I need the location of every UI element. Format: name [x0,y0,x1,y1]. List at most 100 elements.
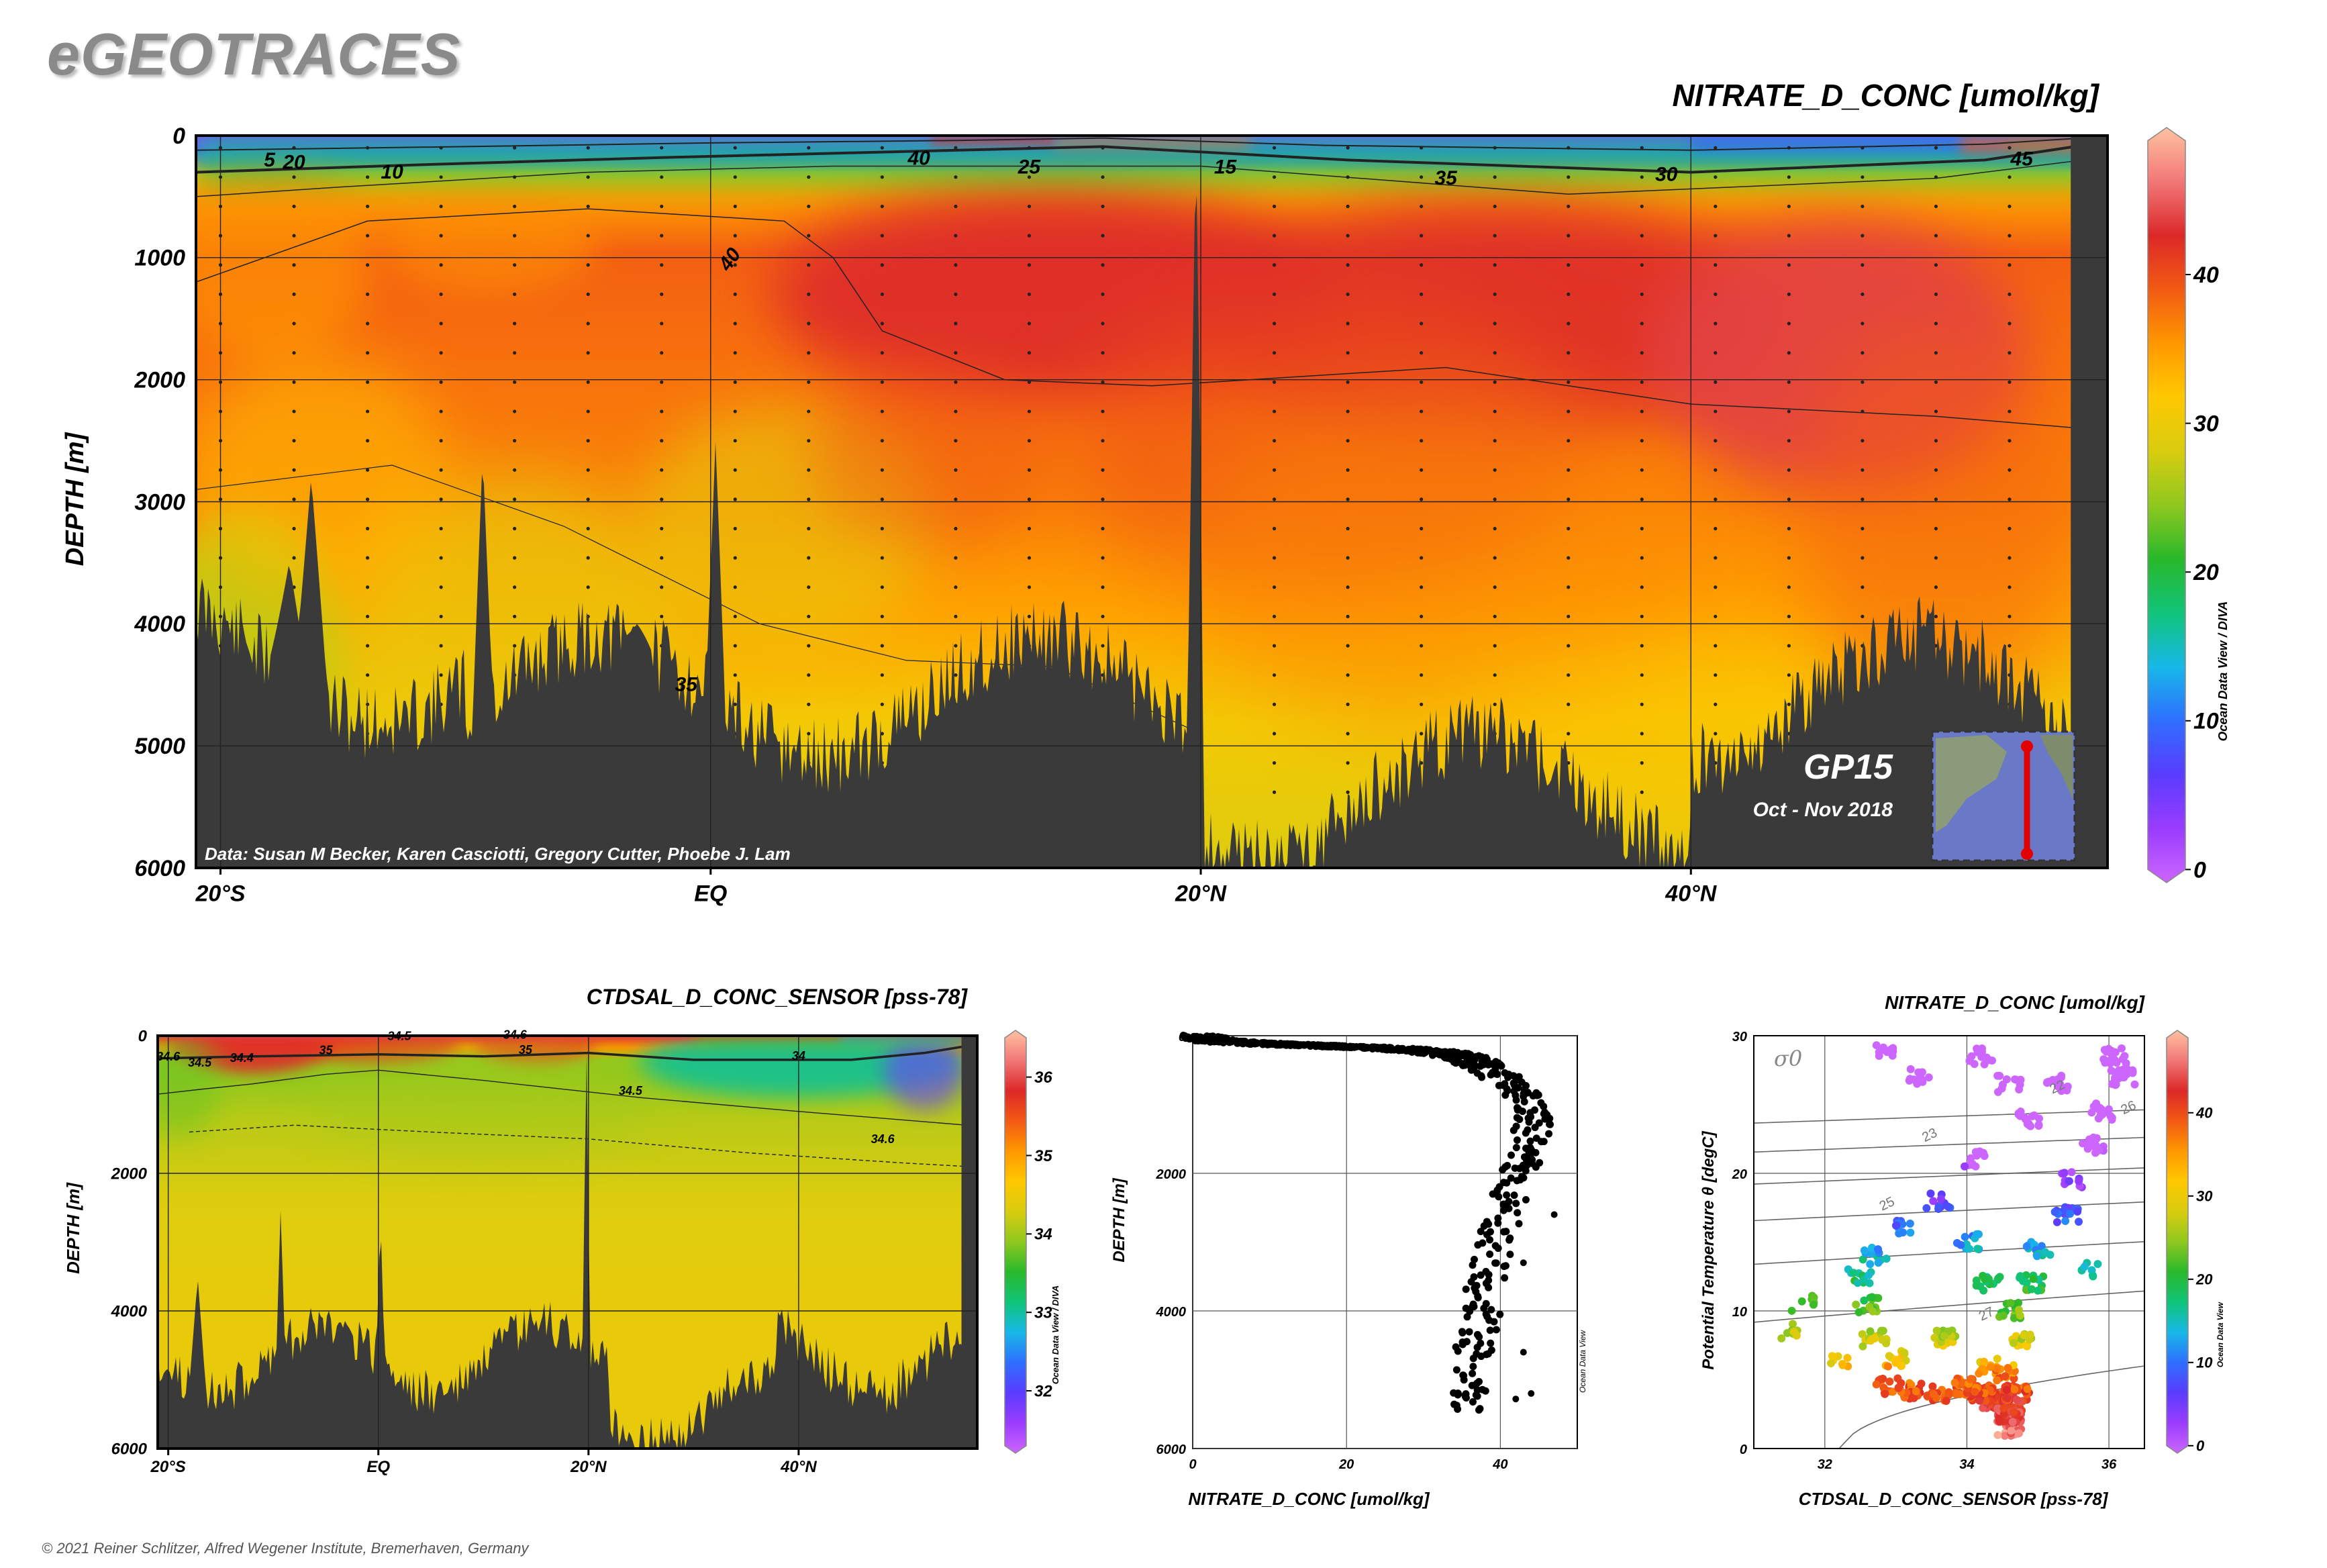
main-sample-dot [880,702,884,706]
profile-point [1383,1046,1391,1054]
ts-y-axis-label: Potential Temperature θ [degC] [1699,1130,1718,1369]
main-sample-dot [1272,556,1277,560]
ts-point [1787,1306,1796,1315]
main-sample-dot [1272,497,1277,501]
main-sample-dot [880,380,884,384]
ts-y-tick-label: 0 [1740,1442,1747,1457]
inset-track-start [2021,740,2033,752]
main-sample-dot [439,204,443,209]
profile-point [1481,1387,1489,1395]
main-sample-dot [660,351,664,355]
profile-point [1503,1179,1511,1187]
ts-point [1901,1356,1910,1365]
profile-point [1536,1159,1544,1167]
main-sample-dot [1420,409,1424,413]
main-sample-dot [1420,526,1424,531]
salinity-colorbar-tick-label: 35 [1034,1147,1052,1165]
profile-point [1452,1059,1460,1067]
main-sample-dot [1787,556,1791,560]
main-sample-dot [1420,438,1424,443]
profile-point [1374,1044,1382,1052]
main-sample-dot [513,409,517,413]
ts-point [2089,1272,2097,1281]
main-sample-dot [1640,234,1644,238]
ts-point [2075,1218,2083,1226]
main-sample-dot [292,556,296,560]
ts-point [2010,1314,2018,1322]
salinity-contour-label: 34.5 [388,1029,412,1042]
main-sample-dot [954,322,958,326]
main-sample-dot [1101,409,1105,413]
main-sample-dot [954,497,958,501]
main-contour-label: 15 [1214,156,1238,179]
main-sample-dot [439,146,443,150]
profile-point [1519,1161,1527,1169]
main-sample-dot [660,468,664,472]
salinity-field [158,1036,977,1449]
main-sample-dot [439,263,443,267]
profile-point [1485,1283,1493,1291]
profile-point [1474,1241,1482,1249]
profile-point [1489,1069,1497,1077]
ts-point [2087,1108,2096,1117]
main-colorbar-tick-label: 0 [2193,857,2206,883]
main-contour-label: 35 [675,673,699,695]
main-sample-dot [1640,614,1644,619]
cruise-label: GP15 [1803,748,1893,787]
main-sample-dot [880,468,884,472]
profile-point [1462,1285,1470,1293]
main-sample-dot [1272,438,1277,443]
ts-diagram-plot: NITRATE_D_CONC [umol/kg] Potential Tempe… [1699,992,2225,1509]
ts-colorbar-tick-label: 20 [2195,1271,2213,1288]
profile-point [1515,1220,1523,1228]
main-sample-dot [1714,204,1718,209]
main-sample-dot [1101,497,1105,501]
profile-point [1465,1328,1473,1336]
main-sample-dot [1787,702,1791,706]
main-sample-dot [880,322,884,326]
ts-point [1895,1229,1903,1238]
ts-point [2092,1134,2101,1142]
main-sample-dot [1640,438,1644,443]
profile-frame [1192,1035,1578,1449]
main-sample-dot [1861,204,1865,209]
main-sample-dot [954,146,958,150]
main-sample-dot [1861,380,1865,384]
main-sample-dot [1101,438,1105,443]
ts-point [2025,1121,2034,1130]
ts-point [1979,1357,1988,1366]
ts-point [2008,1418,2017,1426]
profile-point [1206,1038,1214,1046]
nitrate-section-plot: NITRATE_D_CONC [umol/kg] DEPTH [m] 0 1000… [61,78,2230,906]
ts-point [2010,1374,2018,1383]
ts-point [2108,1114,2116,1122]
profile-point [1505,1204,1513,1212]
ts-point [2061,1217,2070,1226]
main-sample-dot [660,234,664,238]
main-sample-dot [733,585,737,589]
main-sample-dot [1934,497,1938,501]
profile-point [1496,1310,1504,1318]
ts-point [1932,1393,1941,1402]
main-sample-dot [1787,468,1791,472]
profile-point [1483,1230,1491,1238]
main-sample-dot [1101,351,1105,355]
salinity-contour-label: 34 [792,1049,805,1063]
main-sample-dot [1787,175,1791,179]
ts-point [1934,1203,1943,1212]
main-sample-dot [1640,292,1644,296]
main-sample-dot [2008,175,2012,179]
main-sample-dot [1567,644,1571,648]
main-sample-dot [1346,204,1350,209]
ts-point [1867,1249,1876,1258]
salinity-contour-label: 34.6 [503,1028,528,1041]
main-sample-dot [733,175,737,179]
ts-point [1932,1326,1941,1335]
ts-point [2020,1331,2028,1340]
main-sample-dot [586,204,590,209]
main-sample-dot [954,585,958,589]
main-sample-dot [1346,438,1350,443]
ts-point [1999,1404,2008,1413]
main-sample-dot [292,526,296,531]
main-sample-dot [365,204,370,209]
